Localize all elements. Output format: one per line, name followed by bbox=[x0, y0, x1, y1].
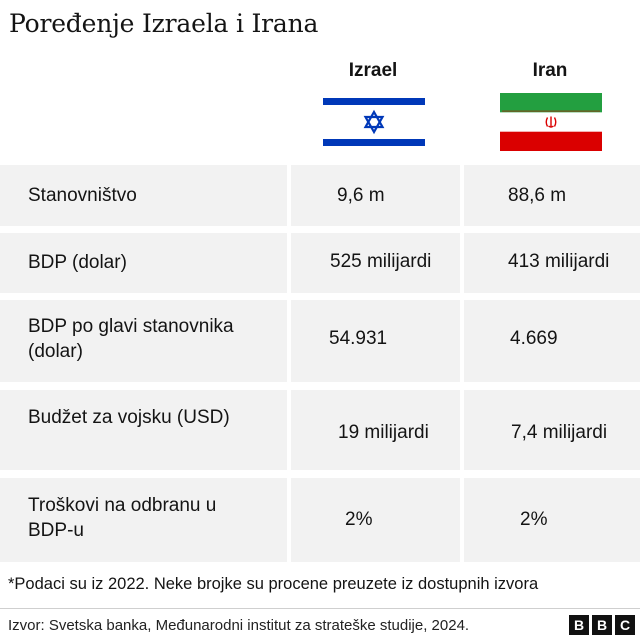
value-israel: 525 milijardi bbox=[330, 251, 432, 272]
footer-divider bbox=[0, 608, 640, 609]
value-israel: 2% bbox=[345, 509, 373, 530]
value-iran: 2% bbox=[520, 509, 548, 530]
value-israel: 9,6 m bbox=[337, 185, 385, 206]
table-row-label: BDP po glavi stanovnika (dolar) bbox=[0, 300, 287, 382]
value-iran: 413 milijardi bbox=[508, 251, 610, 272]
table-row-label: Budžet za vojsku (USD) bbox=[0, 390, 287, 470]
row-label-line2: (dolar) bbox=[28, 341, 83, 362]
israel-flag-icon bbox=[323, 93, 425, 151]
table-cell-israel: 9,6 m bbox=[291, 165, 460, 226]
table-row-label: Troškovi na odbranu u BDP-u bbox=[0, 478, 287, 562]
value-iran: 4.669 bbox=[510, 328, 558, 349]
table-cell-israel: 19 milijardi bbox=[291, 390, 460, 470]
table-cell-israel: 525 milijardi bbox=[291, 233, 460, 293]
logo-letter: B bbox=[569, 615, 589, 635]
row-label-line1: BDP po glavi stanovnika bbox=[28, 316, 234, 337]
table-row-label: Stanovništvo bbox=[0, 165, 287, 226]
row-label-line2: BDP-u bbox=[28, 520, 84, 541]
iran-flag-icon bbox=[500, 93, 602, 151]
footnote: *Podaci su iz 2022. Neke brojke su proce… bbox=[8, 575, 539, 593]
value-iran: 88,6 m bbox=[508, 185, 567, 206]
bbc-logo: B B C bbox=[569, 615, 635, 635]
chart-title: Poređenje Izraela i Irana bbox=[9, 9, 319, 38]
table-cell-iran: 7,4 milijardi bbox=[464, 390, 640, 470]
value-israel: 19 milijardi bbox=[338, 422, 429, 443]
table-cell-iran: 4.669 bbox=[464, 300, 640, 382]
value-iran: 7,4 milijardi bbox=[511, 422, 608, 443]
logo-letter: C bbox=[615, 615, 635, 635]
row-label-line1: Troškovi na odbranu u bbox=[28, 495, 217, 516]
table-row-label: BDP (dolar) bbox=[0, 233, 287, 293]
column-header-iran: Iran bbox=[532, 60, 568, 81]
table-cell-israel: 2% bbox=[291, 478, 460, 562]
table-cell-iran: 413 milijardi bbox=[464, 233, 640, 293]
row-label-line1: Budžet za vojsku (USD) bbox=[28, 407, 230, 428]
table-cell-israel: 54.931 bbox=[291, 300, 460, 382]
table-cell-iran: 2% bbox=[464, 478, 640, 562]
value-israel: 54.931 bbox=[329, 328, 388, 349]
row-label-line1: BDP (dolar) bbox=[28, 252, 127, 273]
table-cell-iran: 88,6 m bbox=[464, 165, 640, 226]
column-header-israel: Izrael bbox=[348, 60, 398, 81]
row-label-line1: Stanovništvo bbox=[28, 185, 137, 206]
logo-letter: B bbox=[592, 615, 612, 635]
source-note: Izvor: Svetska banka, Međunarodni instit… bbox=[8, 617, 470, 634]
